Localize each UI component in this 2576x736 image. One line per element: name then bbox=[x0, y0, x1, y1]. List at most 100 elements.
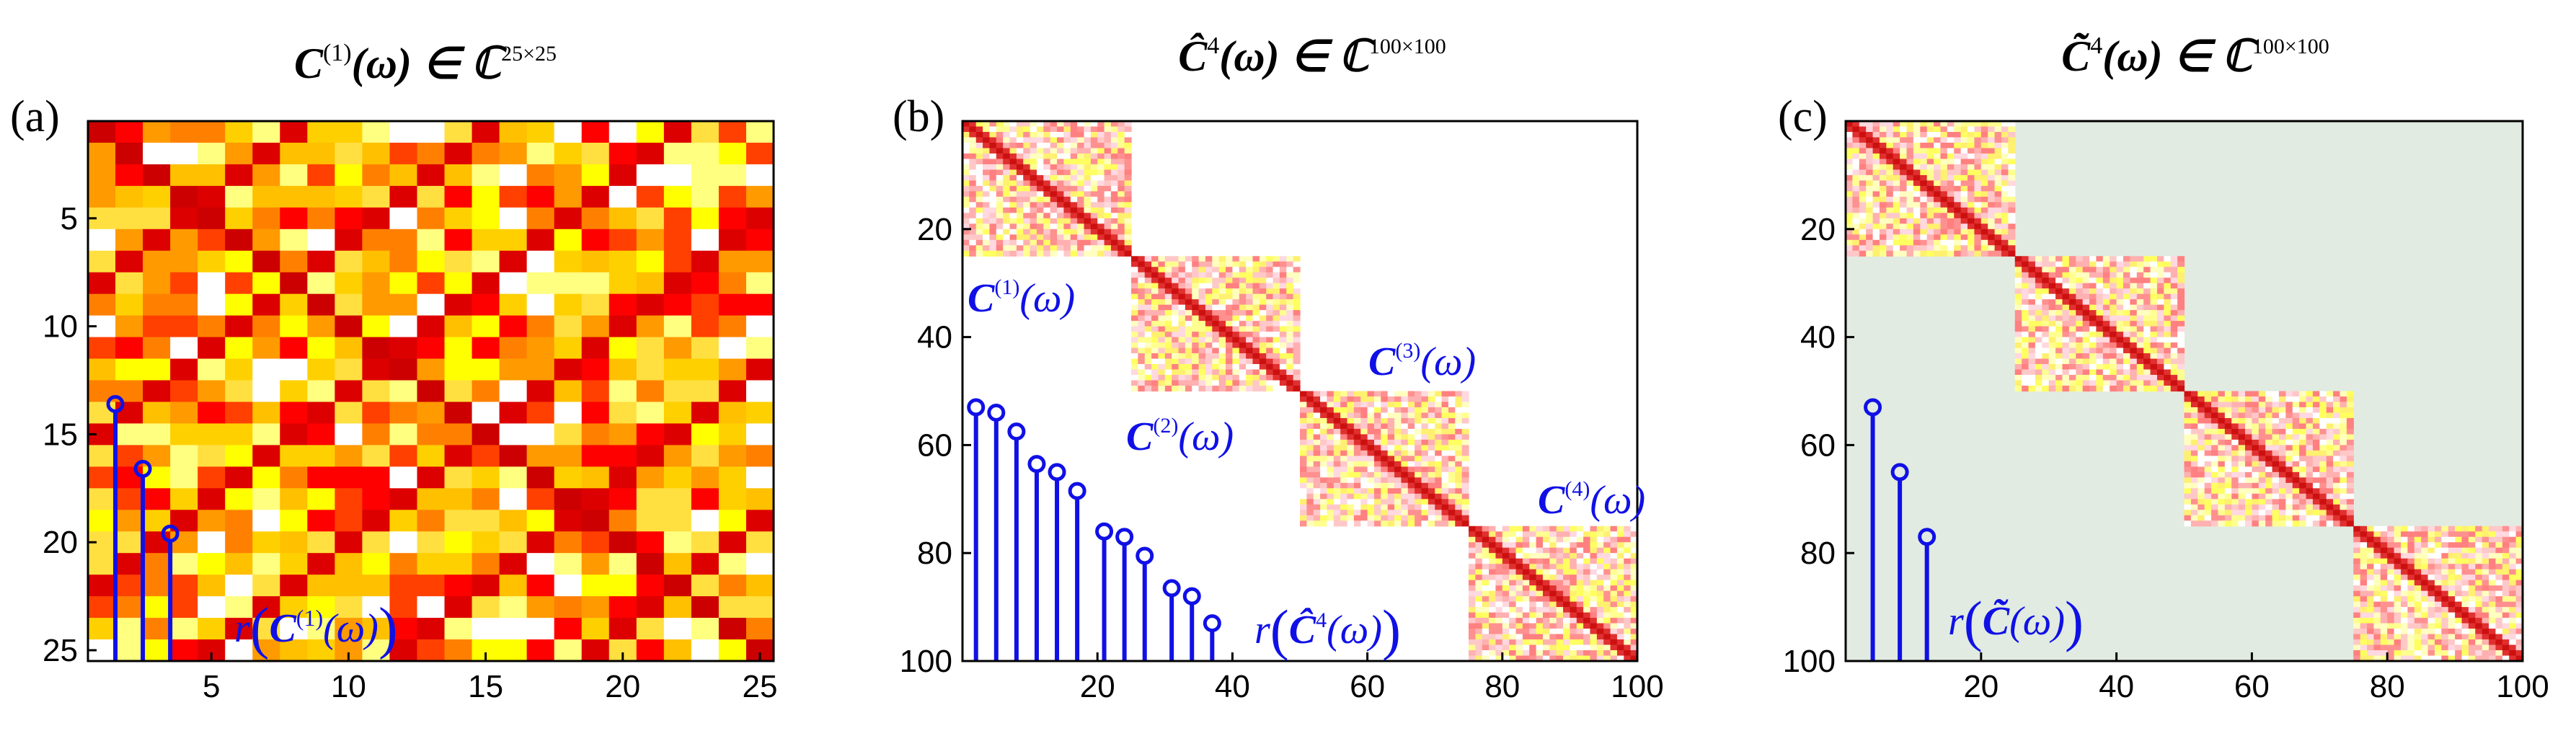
heatmap-cell bbox=[1515, 650, 1523, 657]
heatmap-cell bbox=[1239, 386, 1247, 392]
heatmap-cell bbox=[1852, 239, 1860, 246]
heatmap-cell bbox=[2022, 347, 2030, 354]
heatmap-cell bbox=[1980, 223, 1988, 230]
heatmap-cell bbox=[2197, 434, 2205, 440]
heatmap-cell bbox=[2238, 450, 2246, 456]
heatmap-cell bbox=[1367, 504, 1375, 510]
heatmap-cell bbox=[2150, 272, 2158, 278]
heatmap-cell bbox=[1616, 569, 1624, 575]
heatmap-cell bbox=[1333, 456, 1341, 462]
heatmap-cell bbox=[1482, 623, 1490, 629]
heatmap-cell bbox=[1360, 515, 1368, 521]
heatmap-cell bbox=[2022, 321, 2030, 327]
heatmap-cell bbox=[2143, 347, 2151, 354]
heatmap-cell bbox=[1421, 520, 1429, 527]
heatmap-cell bbox=[2333, 471, 2341, 478]
heatmap-cell bbox=[2001, 153, 2009, 160]
heatmap-cell bbox=[608, 380, 637, 403]
heatmap-cell bbox=[1320, 417, 1328, 425]
heatmap-cell bbox=[1003, 153, 1011, 160]
heatmap-cell bbox=[362, 553, 391, 575]
heatmap-cell bbox=[1415, 466, 1422, 473]
heatmap-cell bbox=[1900, 169, 1908, 176]
heatmap-cell bbox=[554, 121, 583, 143]
heatmap-cell bbox=[1212, 293, 1220, 300]
heatmap-cell bbox=[2224, 456, 2232, 462]
heatmap-cell bbox=[2062, 358, 2070, 365]
heatmap-cell bbox=[1549, 526, 1557, 532]
heatmap-cell bbox=[1252, 332, 1260, 338]
heatmap-cell bbox=[1320, 515, 1328, 521]
heatmap-cell bbox=[307, 466, 335, 489]
heatmap-cell bbox=[307, 445, 335, 467]
heatmap-cell bbox=[1469, 618, 1476, 624]
heatmap-cell bbox=[1515, 590, 1523, 597]
heatmap-cell bbox=[198, 121, 226, 143]
heatmap-cell bbox=[1590, 644, 1598, 651]
heatmap-cell bbox=[2068, 337, 2076, 343]
heatmap-cell bbox=[1401, 477, 1409, 484]
heatmap-cell bbox=[115, 531, 143, 554]
heatmap-cell bbox=[1495, 575, 1503, 581]
heatmap-cell bbox=[1286, 288, 1294, 295]
heatmap-cell bbox=[2238, 439, 2246, 445]
heatmap-cell bbox=[2164, 337, 2172, 343]
heatmap-cell bbox=[2265, 407, 2273, 414]
heatmap-cell bbox=[1988, 131, 1996, 138]
heatmap-cell bbox=[1333, 417, 1341, 425]
heatmap-cell bbox=[2082, 315, 2090, 322]
heatmap-cell bbox=[1415, 520, 1422, 527]
heatmap-cell bbox=[1852, 229, 1860, 235]
heatmap-cell bbox=[1110, 202, 1118, 208]
heatmap-cell bbox=[1968, 164, 1975, 171]
heatmap-cell bbox=[1542, 558, 1550, 564]
heatmap-cell bbox=[1846, 207, 1853, 213]
heatmap-cell bbox=[2340, 417, 2347, 425]
heatmap-cell bbox=[1549, 644, 1557, 651]
heatmap-cell bbox=[2076, 353, 2084, 360]
heatmap-cell bbox=[1415, 407, 1422, 414]
heatmap-cell bbox=[1172, 358, 1179, 365]
heatmap-cell bbox=[1610, 629, 1618, 635]
heatmap-cell bbox=[2150, 353, 2158, 360]
heatmap-cell bbox=[1536, 634, 1544, 640]
heatmap-cell bbox=[1968, 213, 1975, 219]
heatmap-cell bbox=[2022, 369, 2030, 376]
heatmap-cell bbox=[1421, 471, 1429, 478]
heatmap-cell bbox=[2150, 375, 2158, 381]
heatmap-cell bbox=[1469, 547, 1476, 554]
heatmap-cell bbox=[1926, 121, 1934, 128]
heatmap-cell bbox=[499, 618, 528, 640]
heatmap-cell bbox=[1495, 585, 1503, 592]
heatmap-cell bbox=[1583, 596, 1591, 603]
heatmap-cell bbox=[1192, 353, 1200, 360]
heatmap-cell bbox=[2123, 278, 2130, 284]
heatmap-cell bbox=[1522, 639, 1530, 646]
heatmap-cell bbox=[1340, 439, 1348, 445]
heatmap-cell bbox=[2245, 396, 2252, 403]
heatmap-cell bbox=[1300, 407, 1307, 414]
heatmap-cell bbox=[1968, 218, 1975, 224]
heatmap-cell bbox=[1489, 590, 1497, 597]
heatmap-cell bbox=[1522, 564, 1530, 570]
heatmap-cell bbox=[1090, 121, 1098, 128]
heatmap-cell bbox=[1293, 321, 1301, 327]
heatmap-cell bbox=[225, 553, 253, 575]
heatmap-cell bbox=[1138, 283, 1146, 289]
heatmap-cell bbox=[1313, 434, 1321, 440]
heatmap-cell bbox=[1469, 564, 1476, 570]
heatmap-cell bbox=[1198, 293, 1206, 300]
heatmap-cell bbox=[1421, 477, 1429, 484]
heatmap-cell bbox=[2008, 234, 2016, 241]
heatmap-cell bbox=[1401, 466, 1409, 473]
heatmap-cell bbox=[1570, 634, 1577, 640]
heatmap-cell bbox=[1529, 558, 1537, 564]
heatmap-cell bbox=[2096, 386, 2104, 392]
heatmap-cell bbox=[1164, 293, 1172, 300]
heatmap-cell bbox=[225, 207, 253, 230]
heatmap-cell bbox=[1549, 585, 1557, 592]
heatmap-cell bbox=[1367, 445, 1375, 451]
heatmap-cell bbox=[1340, 488, 1348, 495]
heatmap-cell bbox=[1610, 526, 1618, 532]
heatmap-cell bbox=[1968, 126, 1975, 133]
